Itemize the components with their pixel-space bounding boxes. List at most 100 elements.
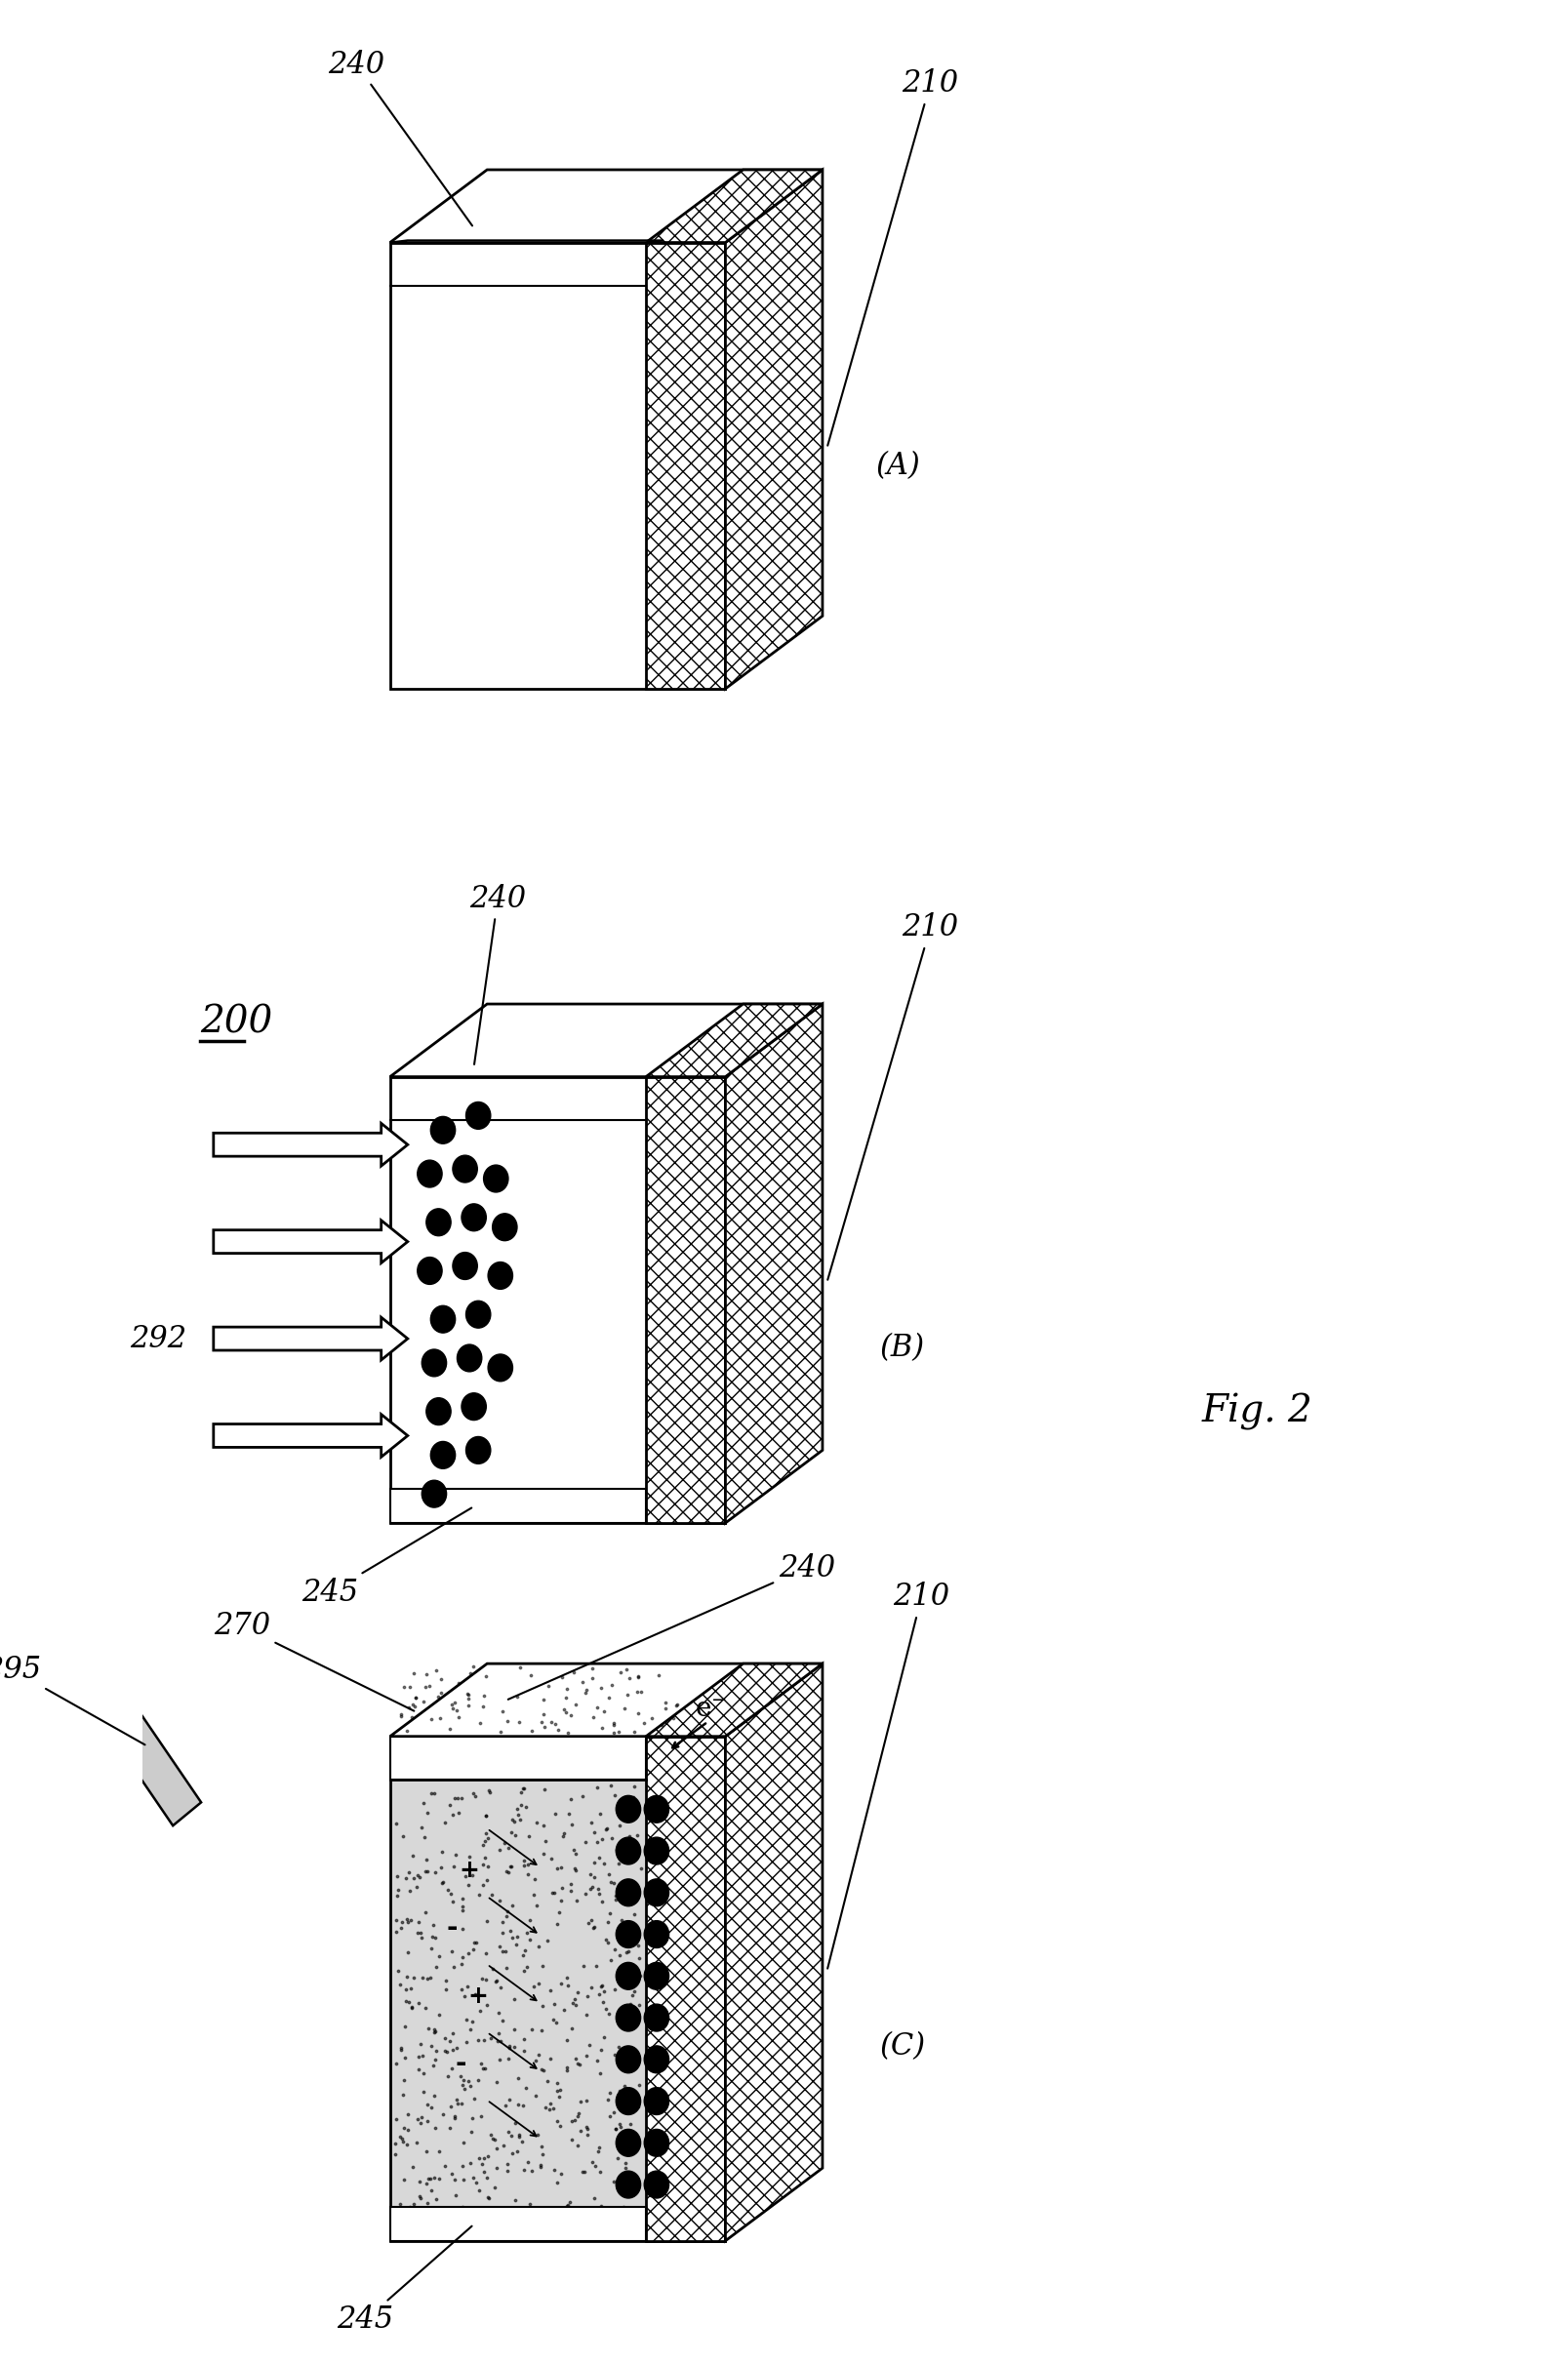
- Point: [616, 1931, 641, 1969]
- Point: [594, 1811, 619, 1849]
- Point: [615, 2083, 640, 2121]
- Point: [522, 1860, 547, 1898]
- Point: [450, 2147, 475, 2184]
- Point: [478, 2208, 503, 2246]
- Point: [472, 1823, 497, 1860]
- Point: [470, 1688, 495, 1726]
- Point: [574, 1995, 599, 2033]
- Point: [519, 2151, 544, 2189]
- Point: [387, 2118, 412, 2156]
- Point: [401, 1688, 426, 1726]
- Point: [546, 1894, 571, 1931]
- Circle shape: [458, 1345, 481, 1371]
- Point: [607, 1806, 632, 1844]
- Point: [519, 2009, 544, 2047]
- Point: [503, 1927, 528, 1964]
- Text: 245: 245: [301, 1508, 472, 1608]
- Point: [619, 1976, 644, 2014]
- Point: [477, 2180, 502, 2217]
- Point: [594, 1990, 619, 2028]
- Circle shape: [483, 1165, 508, 1191]
- Point: [475, 1820, 500, 1858]
- Point: [516, 1818, 541, 1856]
- Point: [549, 1882, 574, 1920]
- Point: [586, 1875, 612, 1912]
- Point: [442, 2161, 467, 2199]
- Point: [500, 1920, 525, 1957]
- Polygon shape: [390, 1738, 726, 2241]
- Polygon shape: [390, 1489, 646, 1522]
- Point: [618, 2158, 643, 2196]
- Point: [558, 1695, 583, 1733]
- Point: [536, 1667, 561, 1704]
- Point: [514, 1915, 539, 1953]
- Point: [621, 1768, 646, 1806]
- Point: [403, 1678, 428, 1716]
- Point: [506, 2118, 532, 2156]
- Polygon shape: [646, 1076, 726, 1522]
- Point: [591, 1972, 616, 2009]
- Point: [574, 2116, 599, 2154]
- Point: [580, 2213, 605, 2251]
- Point: [585, 2132, 610, 2170]
- Point: [624, 2090, 649, 2128]
- Point: [610, 1790, 635, 1827]
- Circle shape: [644, 2087, 670, 2116]
- Point: [524, 1886, 549, 1924]
- Point: [597, 1856, 622, 1894]
- Point: [430, 1863, 455, 1901]
- Point: [615, 1676, 640, 1714]
- Point: [607, 2005, 632, 2042]
- Point: [626, 1657, 651, 1695]
- Point: [575, 2215, 601, 2253]
- Point: [590, 1820, 615, 1858]
- Point: [499, 2191, 524, 2229]
- Point: [502, 2210, 527, 2248]
- Point: [560, 2121, 585, 2158]
- Point: [485, 1962, 510, 2000]
- Point: [514, 1948, 539, 1986]
- Point: [491, 2002, 516, 2040]
- Point: [395, 2111, 420, 2149]
- Point: [541, 2151, 566, 2189]
- Point: [403, 1678, 428, 1716]
- Point: [494, 1950, 519, 1988]
- Point: [439, 1931, 464, 1969]
- Point: [524, 2040, 549, 2078]
- Point: [580, 2144, 605, 2182]
- Point: [591, 1844, 616, 1882]
- Point: [459, 2002, 485, 2040]
- Point: [467, 1704, 492, 1742]
- Point: [613, 2149, 638, 2187]
- Circle shape: [426, 1208, 452, 1236]
- Point: [525, 1964, 550, 2002]
- Point: [428, 1660, 453, 1697]
- Point: [497, 2028, 522, 2066]
- Point: [426, 1938, 452, 1976]
- Point: [467, 2170, 492, 2208]
- Polygon shape: [646, 243, 726, 688]
- Point: [469, 2189, 494, 2227]
- Point: [419, 1700, 444, 1738]
- Point: [500, 2196, 525, 2234]
- Polygon shape: [390, 1076, 726, 1522]
- Point: [472, 2050, 497, 2087]
- Point: [389, 2121, 414, 2158]
- Point: [467, 2139, 492, 2177]
- Circle shape: [616, 1797, 641, 1823]
- FancyArrow shape: [213, 1123, 408, 1165]
- Point: [601, 1704, 626, 1742]
- Text: 240: 240: [328, 50, 472, 225]
- Point: [445, 1780, 470, 1818]
- Point: [397, 1853, 422, 1891]
- Point: [397, 2187, 422, 2225]
- Point: [563, 1851, 588, 1889]
- Point: [469, 2144, 494, 2182]
- Point: [599, 1766, 624, 1804]
- Circle shape: [461, 1392, 486, 1421]
- Point: [406, 2050, 431, 2087]
- Point: [439, 2156, 464, 2194]
- Point: [497, 2026, 522, 2064]
- Point: [405, 2123, 430, 2161]
- Point: [474, 1903, 499, 1941]
